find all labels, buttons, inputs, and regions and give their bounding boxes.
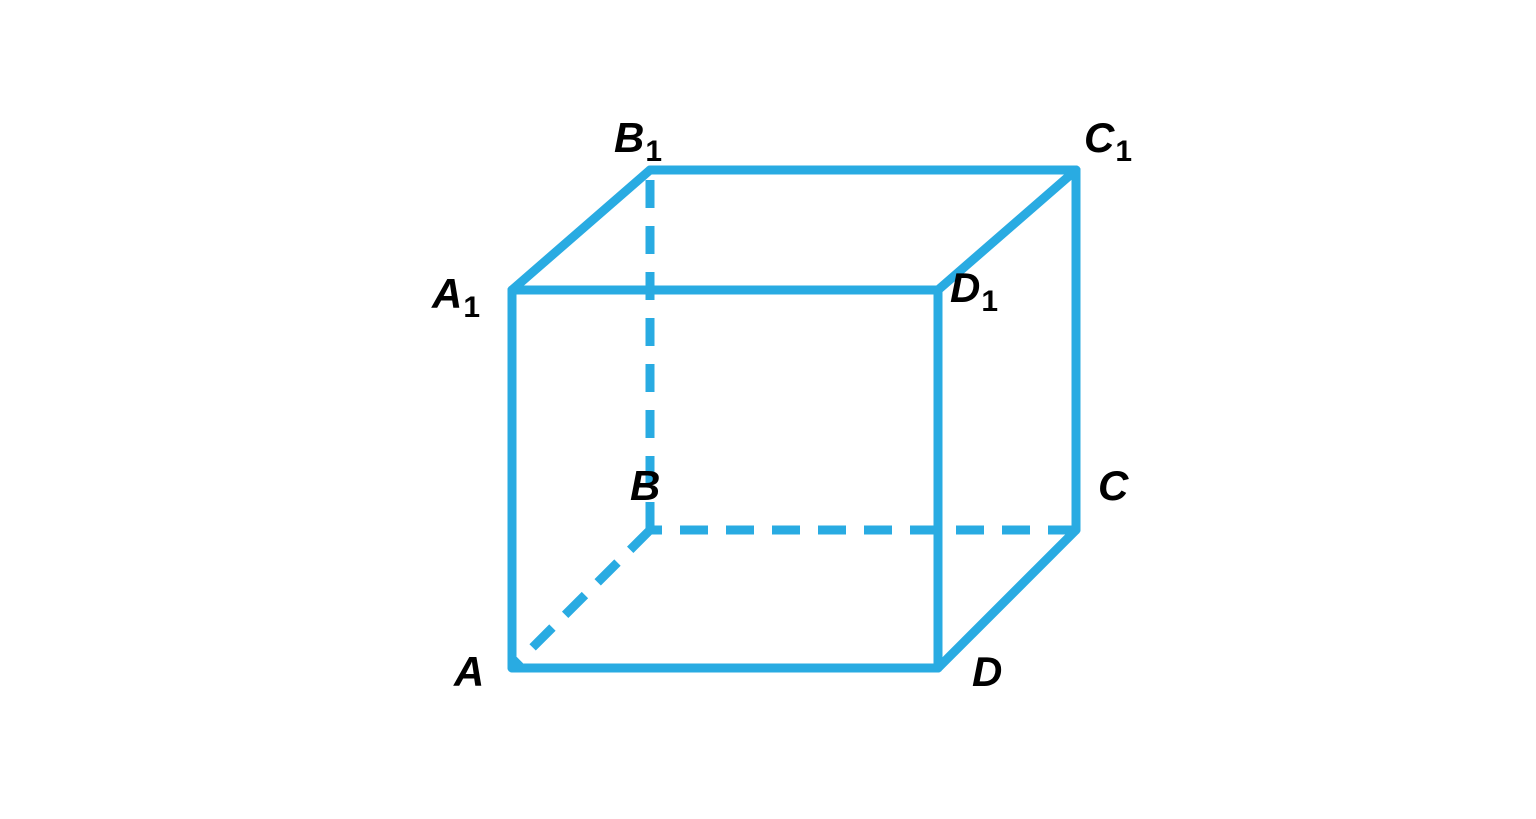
diagram-background [0,0,1536,819]
cube-diagram: ADBCA1D1B1C1 [0,0,1536,819]
vertex-label-A: A [453,648,484,695]
vertex-label-B: B [630,462,660,509]
vertex-label-D: D [972,648,1002,695]
vertex-label-C: C [1098,462,1129,509]
